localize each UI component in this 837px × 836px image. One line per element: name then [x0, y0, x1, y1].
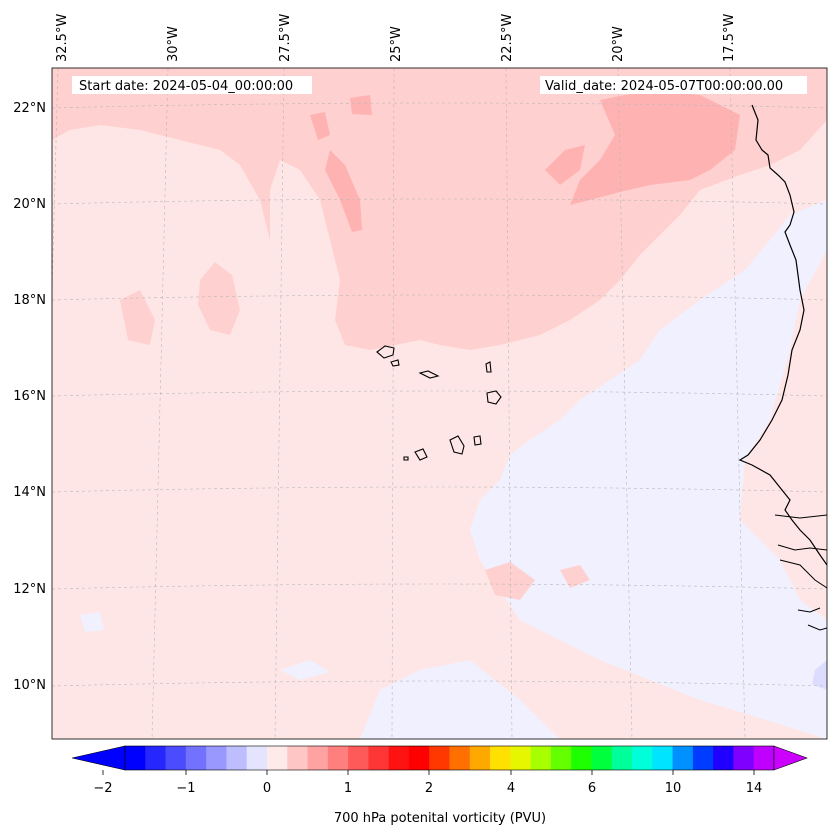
colorbar-cell [165, 746, 187, 770]
pv-contour-mid-red-2 [545, 145, 585, 185]
lat-label: 10°N [13, 678, 46, 693]
colorbar-cell [307, 746, 329, 770]
lat-label: 22°N [13, 101, 46, 116]
colorbar-tick-label: 0 [263, 781, 271, 796]
colorbar-cell [733, 746, 755, 770]
pv-contour-light-red-3 [120, 290, 155, 345]
latitude-labels: 22°N 20°N 18°N 16°N 14°N 12°N 10°N [13, 101, 46, 693]
colorbar-cell [510, 746, 532, 770]
colorbar-under-arrow [71, 745, 126, 771]
pv-contour-light-red-2 [198, 262, 240, 335]
colorbar-tick-label: 10 [665, 781, 682, 796]
colorbar-cell [246, 746, 268, 770]
colorbar-cell [571, 746, 592, 770]
colorbar-cell [692, 746, 714, 770]
colorbar-cell [550, 746, 572, 770]
gridlines [52, 68, 827, 739]
pv-contour-blue-patch [812, 660, 827, 690]
colorbar-cell [287, 746, 308, 770]
pv-contour-light-red-4 [485, 562, 535, 600]
pv-contour-light-blue-4 [80, 612, 104, 632]
colorbar-cell [591, 746, 613, 770]
colorbar-cell [145, 746, 166, 770]
colorbar-tick-label: 4 [507, 781, 515, 796]
colorbar-cell [713, 746, 734, 770]
colorbar: −2 −1 0 1 2 4 6 10 14 700 hPa potenital … [71, 745, 808, 826]
pv-contour-mid-red-3 [325, 150, 362, 232]
colorbar-tick-label: −2 [93, 781, 112, 796]
lon-label: 27.5°W [278, 14, 293, 62]
colorbar-cell [388, 746, 410, 770]
map-frame [51, 67, 828, 740]
colorbar-tick-label: 1 [344, 781, 352, 796]
colorbar-cell [125, 746, 146, 770]
cape-verde-islands [376, 345, 502, 461]
lon-label: 17.5°W [722, 14, 737, 62]
colorbar-over-arrow [773, 745, 808, 771]
colorbar-cell [611, 746, 633, 770]
lon-label: 30°W [166, 26, 181, 62]
coastline-west-africa [738, 104, 827, 566]
pv-contour-mid-red-1 [570, 90, 740, 205]
lat-label: 18°N [13, 293, 46, 308]
pv-contour-light-blue-3 [280, 660, 330, 680]
lat-label: 14°N [13, 485, 46, 500]
colorbar-tick-label: 2 [425, 781, 433, 796]
colorbar-cell [206, 746, 227, 770]
lon-label: 20°W [611, 26, 626, 62]
pv-contour-mid-red-5 [350, 95, 372, 115]
colorbar-tick-label: 14 [746, 781, 763, 796]
colorbar-cell [469, 746, 491, 770]
colorbar-ticks [102, 770, 755, 775]
colorbar-cell [632, 746, 653, 770]
lat-label: 12°N [13, 582, 46, 597]
colorbar-cell [753, 746, 775, 770]
lon-label: 32.5°W [55, 14, 70, 62]
pv-contour-coastal-pink [740, 250, 827, 620]
valid-date-label: Valid_date: 2024-05-07T00:00:00.00 [545, 79, 783, 94]
colorbar-cell [408, 746, 430, 770]
colorbar-cell [530, 746, 552, 770]
pv-contour-mid-red-4 [310, 112, 330, 140]
start-date-box [72, 76, 312, 94]
start-date-label: Start date: 2024-05-04_00:00:00 [79, 79, 293, 94]
colorbar-tick-label: 6 [588, 781, 596, 796]
longitude-labels: 32.5°W 30°W 27.5°W 25°W 22.5°W 20°W 17.5… [55, 14, 737, 62]
colorbar-title: 700 hPa potenital vorticity (PVU) [334, 811, 546, 826]
lat-label: 20°N [13, 197, 46, 212]
colorbar-cell [490, 746, 511, 770]
valid-date-box [540, 76, 807, 94]
lat-label: 16°N [13, 389, 46, 404]
lon-label: 22.5°W [500, 14, 515, 62]
colorbar-cell [226, 746, 248, 770]
pv-contour-light-blue [470, 200, 827, 739]
colorbar-cell [429, 746, 450, 770]
lon-label: 25°W [389, 26, 404, 62]
colorbar-cell [368, 746, 390, 770]
pv-contour-light-blue-2 [360, 660, 560, 739]
map-panel [52, 68, 827, 739]
colorbar-cells [124, 745, 775, 771]
colorbar-cell [652, 746, 673, 770]
colorbar-cell [449, 746, 471, 770]
colorbar-cell [185, 746, 207, 770]
colorbar-cell [327, 746, 349, 770]
colorbar-cell [348, 746, 369, 770]
coastline-detail [774, 514, 827, 631]
colorbar-tick-label: −1 [176, 781, 195, 796]
colorbar-cell [266, 746, 288, 770]
pv-contour-light-red-5 [560, 565, 590, 588]
colorbar-cell [672, 746, 694, 770]
